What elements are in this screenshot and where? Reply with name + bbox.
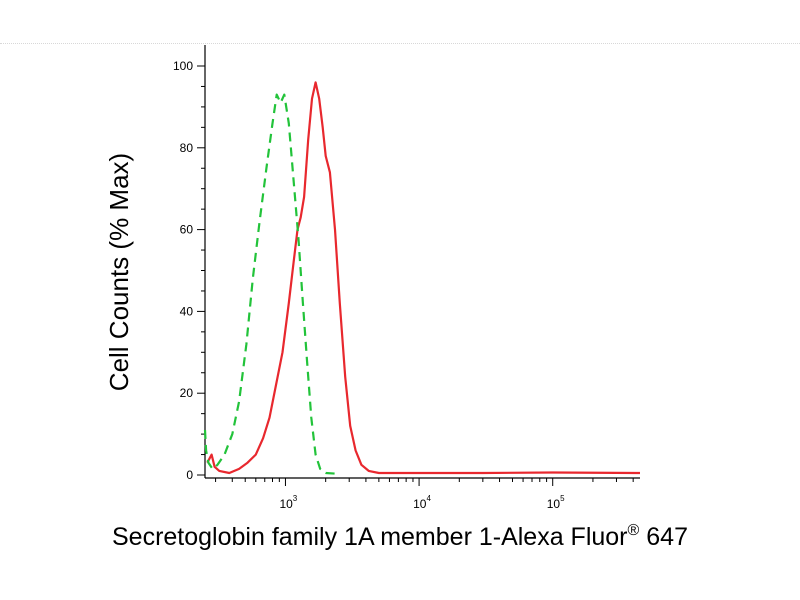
y-tick-label: 100 bbox=[173, 59, 193, 73]
y-tick-label: 40 bbox=[180, 304, 194, 318]
x-tick-label: 104 bbox=[413, 494, 431, 511]
series-line-red bbox=[206, 81, 641, 475]
series-group bbox=[203, 81, 641, 475]
x-axis-label-suffix: 647 bbox=[639, 523, 688, 551]
x-axis-label: Secretoglobin family 1A member 1-Alexa F… bbox=[0, 522, 800, 552]
series-line-green bbox=[203, 93, 339, 475]
y-tick-label: 60 bbox=[180, 223, 194, 237]
x-axis-label-superscript: ® bbox=[627, 522, 640, 539]
axes bbox=[204, 45, 640, 479]
y-axis-label: Cell Counts (% Max) bbox=[104, 153, 134, 391]
x-tick-label: 105 bbox=[547, 494, 565, 511]
x-tick-label: 103 bbox=[279, 494, 297, 511]
y-axis-ticks: 0 20 40 60 80 100 bbox=[173, 59, 205, 482]
x-axis-ticks: 103 104 105 bbox=[215, 478, 634, 511]
top-border-line bbox=[0, 43, 800, 44]
y-tick-label: 80 bbox=[180, 141, 194, 155]
y-tick-label: 0 bbox=[186, 468, 193, 482]
y-tick-label: 20 bbox=[180, 386, 194, 400]
x-axis-label-text: Secretoglobin family 1A member 1-Alexa F… bbox=[112, 523, 628, 551]
